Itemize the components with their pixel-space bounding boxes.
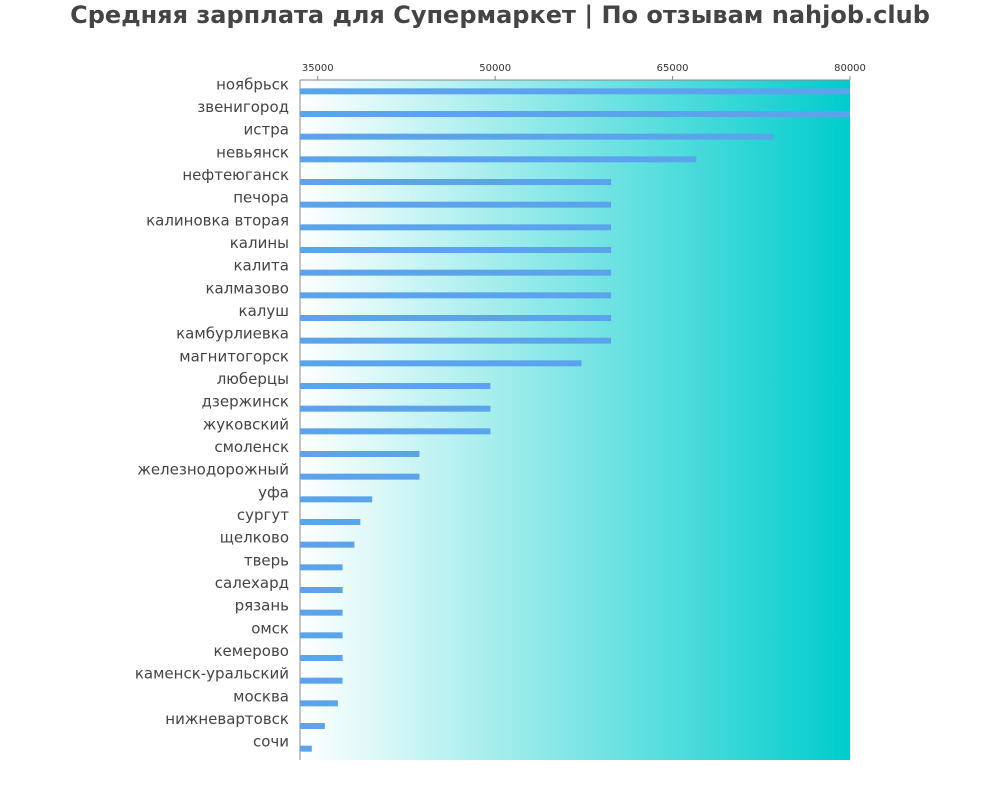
bar [300,337,612,344]
category-label: рязань [235,597,289,615]
bar [300,496,373,503]
bar [300,745,312,752]
category-label: печора [233,189,289,207]
category-label: истра [244,121,289,139]
bar [300,156,697,163]
category-label: сочи [253,733,289,751]
x-tick-label: 35000 [302,63,334,74]
bar [300,179,612,185]
category-label: омск [251,619,289,637]
category-label: уфа [258,483,289,501]
category-label: салехард [215,574,289,592]
bar [300,405,491,412]
bar [300,133,774,140]
category-label: магнитогорск [179,347,289,365]
category-label: дзержинск [202,393,289,411]
category-label: щелково [220,529,289,547]
bar [300,360,582,367]
category-label: жуковский [203,415,289,433]
bar [300,700,338,707]
category-label: ноябрьск [216,75,289,93]
bar [300,723,325,729]
bar [300,655,343,661]
category-label: нефтеюганск [182,166,289,184]
bar [300,224,612,231]
bar [300,247,612,253]
bar [300,564,343,571]
bar [300,269,612,276]
bar [300,201,612,208]
category-label: калиновка вторая [146,211,289,229]
category-label: калита [233,257,289,275]
category-label: сургут [237,506,289,524]
x-tick-label: 65000 [657,63,689,74]
bar [300,519,361,525]
category-label: калуш [239,302,289,320]
bar [300,88,850,95]
category-label: каменск-уральский [135,665,289,683]
bar [300,587,343,593]
category-label: звенигород [197,98,289,116]
bar [300,609,343,616]
category-label: москва [233,687,289,705]
category-label: железнодорожный [137,461,289,479]
category-label: тверь [244,551,289,569]
bar [300,632,343,639]
bar [300,383,491,389]
plot-background [300,80,850,760]
bar [300,451,420,457]
bar [300,428,491,435]
category-label: невьянск [216,143,289,161]
bar [300,292,612,299]
bar [300,677,343,684]
bar [300,111,850,117]
bar [300,473,420,480]
x-tick-label: 50000 [479,63,511,74]
category-label: люберцы [217,370,289,388]
category-label: кемерово [213,642,289,660]
category-label: калмазово [205,279,289,297]
bar [300,315,612,321]
x-tick-label: 80000 [834,63,866,74]
bar [300,541,355,548]
category-label: нижневартовск [165,710,289,728]
chart-title: Средняя зарплата для Супермаркет | По от… [70,1,930,29]
category-label: смоленск [214,438,289,456]
category-label: калины [230,234,289,252]
category-label: камбурлиевка [176,325,289,343]
